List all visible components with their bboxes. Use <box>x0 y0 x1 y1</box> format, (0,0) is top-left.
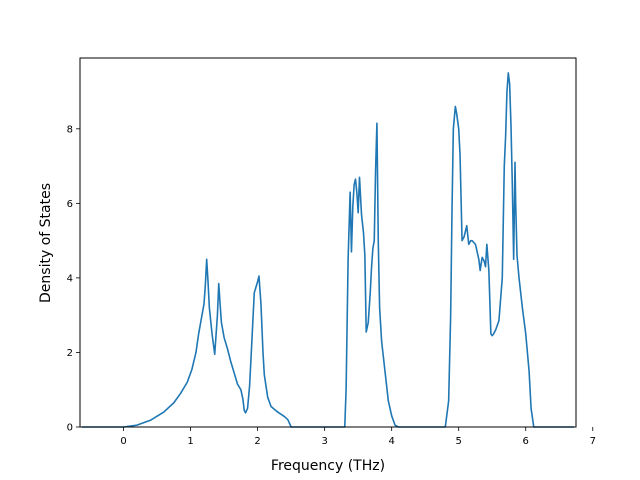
x-tick-label: 0 <box>120 436 126 447</box>
x-axis: 0 1 2 3 4 5 6 7 <box>120 427 596 447</box>
x-tick-label: 1 <box>187 436 193 447</box>
x-axis-label: Frequency (THz) <box>271 458 385 474</box>
y-tick-label: 0 <box>67 423 73 434</box>
y-tick-label: 4 <box>67 273 73 284</box>
y-axis-label: Density of States <box>38 183 54 303</box>
y-axis: 0 2 4 6 8 <box>67 124 80 434</box>
x-tick-label: 4 <box>388 436 394 447</box>
x-tick-label: 2 <box>254 436 260 447</box>
y-tick-label: 6 <box>67 199 73 210</box>
x-tick-label: 7 <box>590 436 596 447</box>
x-tick-label: 3 <box>321 436 327 447</box>
x-tick-label: 6 <box>523 436 529 447</box>
plot-area <box>82 72 574 428</box>
y-tick-label: 2 <box>67 348 73 359</box>
x-tick-label: 5 <box>456 436 462 447</box>
axes-frame <box>79 57 577 428</box>
y-tick-label: 8 <box>67 124 73 135</box>
series-line-0 <box>82 72 574 428</box>
